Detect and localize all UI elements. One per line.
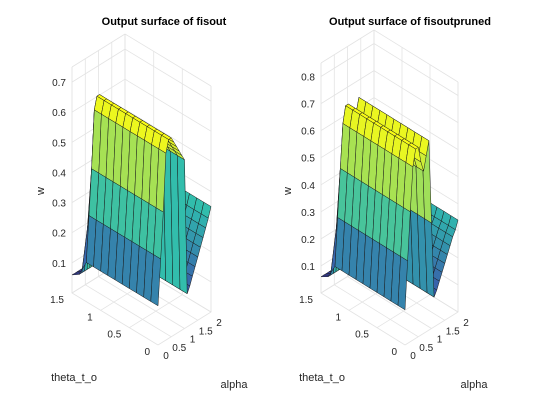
grid-line bbox=[157, 86, 212, 346]
z-tick-label: 0.4 bbox=[301, 181, 315, 192]
x-tick-label: 0 bbox=[410, 351, 416, 362]
z-axis-label: w bbox=[282, 187, 294, 196]
y-tick-label: 1 bbox=[87, 312, 93, 323]
plot-title: Output surface of fisout bbox=[102, 16, 227, 28]
x-tick-label: 1 bbox=[190, 335, 196, 346]
z-tick-label: 0.3 bbox=[301, 208, 315, 219]
y-tick-label: 0 bbox=[391, 347, 397, 358]
z-axis-label: w bbox=[35, 187, 47, 196]
surface bbox=[320, 97, 459, 311]
z-tick-label: 0.2 bbox=[52, 229, 66, 240]
x-tick-label: 1.5 bbox=[446, 326, 460, 337]
x-tick-label: 1 bbox=[437, 335, 443, 346]
y-tick-label: 1.5 bbox=[299, 295, 313, 306]
x-axis-label: alpha bbox=[221, 379, 249, 391]
z-tick-label: 0.7 bbox=[52, 78, 66, 89]
y-tick-label: 1.5 bbox=[50, 295, 64, 306]
x-tick-label: 1.5 bbox=[199, 326, 213, 337]
y-tick-label: 1 bbox=[335, 312, 341, 323]
y-axis-label: theta_t_o bbox=[299, 372, 345, 384]
z-tick-label: 0.8 bbox=[301, 73, 315, 84]
y-axis-label: theta_t_o bbox=[51, 372, 97, 384]
plot-title: Output surface of fisoutpruned bbox=[329, 16, 491, 28]
grid-line bbox=[320, 70, 459, 123]
z-tick-label: 0.2 bbox=[301, 235, 315, 246]
grid-line bbox=[129, 68, 183, 329]
z-tick-label: 0.6 bbox=[301, 127, 315, 138]
surface-patch bbox=[150, 254, 161, 307]
x-tick-label: 0.5 bbox=[419, 343, 433, 354]
grid-line bbox=[404, 82, 459, 346]
z-tick-label: 0.5 bbox=[301, 154, 315, 165]
surface bbox=[71, 94, 212, 307]
z-tick-label: 0.4 bbox=[52, 168, 66, 179]
x-tick-label: 0.5 bbox=[172, 343, 186, 354]
x-axis-label: alpha bbox=[461, 379, 489, 391]
y-tick-label: 0.5 bbox=[355, 330, 369, 341]
x-tick-label: 0 bbox=[163, 351, 169, 362]
y-tick-label: 0 bbox=[144, 347, 150, 358]
z-tick-label: 0.1 bbox=[52, 259, 66, 270]
z-tick-label: 0.1 bbox=[301, 262, 315, 273]
y-tick-label: 0.5 bbox=[107, 330, 121, 341]
z-tick-label: 0.3 bbox=[52, 199, 66, 210]
z-tick-label: 0.5 bbox=[52, 138, 66, 149]
z-tick-label: 0.7 bbox=[301, 100, 315, 111]
panel-fisoutpruned: Output surface of fisoutpruned alpha the… bbox=[282, 16, 491, 391]
surface-patch bbox=[397, 256, 408, 311]
x-tick-label: 2 bbox=[463, 318, 469, 329]
tick-labels: 00.511.5200.511.50.10.20.30.40.50.60.70.… bbox=[299, 73, 469, 362]
grid-line bbox=[373, 29, 459, 83]
panel-fisout: Output surface of fisout alpha theta_t_o… bbox=[35, 16, 248, 391]
z-tick-label: 0.6 bbox=[52, 108, 66, 119]
x-tick-label: 2 bbox=[216, 318, 222, 329]
grid-line bbox=[124, 33, 212, 87]
grid-line bbox=[71, 48, 212, 102]
